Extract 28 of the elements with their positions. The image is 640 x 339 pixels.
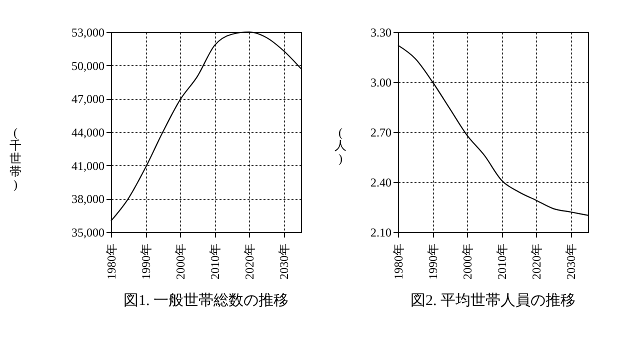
text: 図2. 平均世帯人員の推移 <box>410 292 576 309</box>
y-tick-label: 41,000 <box>72 158 104 173</box>
y-tick-label: 53,000 <box>72 26 104 40</box>
x-tick-label: 2030年 <box>564 244 578 280</box>
x-tick-label: 1980年 <box>392 244 406 280</box>
x-tick-label: 2030年 <box>277 244 292 280</box>
y-tick-label: 38,000 <box>72 192 104 206</box>
y-tick-label: 3.30 <box>370 26 392 40</box>
y-tick-label: 50,000 <box>72 58 104 73</box>
x-tick-label: 2010年 <box>208 244 222 280</box>
x-tick-label: 2020年 <box>530 244 544 280</box>
x-tick-label: 1990年 <box>139 244 154 280</box>
y-axis-title: (千世帯) <box>10 126 22 192</box>
x-tick-label: 2020年 <box>242 244 257 280</box>
x-tick-label: 2010年 <box>495 244 510 280</box>
x-tick-label: 1990年 <box>426 244 440 280</box>
x-tick-label: 1980年 <box>104 244 118 280</box>
text: 図1. 一般世帯総数の推移 <box>124 292 288 309</box>
y-tick-label: 2.10 <box>370 226 392 240</box>
y-tick-label: 2.40 <box>370 176 392 190</box>
y-tick-label: 44,000 <box>72 126 104 140</box>
x-tick-label: 2000年 <box>460 244 475 280</box>
y-tick-label: 35,000 <box>72 226 104 240</box>
y-axis-title: (人) <box>334 126 346 166</box>
y-tick-label: 47,000 <box>72 92 104 106</box>
y-tick-label: 2.70 <box>370 126 392 140</box>
x-tick-label: 2000年 <box>174 244 188 280</box>
y-tick-label: 3.00 <box>370 76 392 90</box>
